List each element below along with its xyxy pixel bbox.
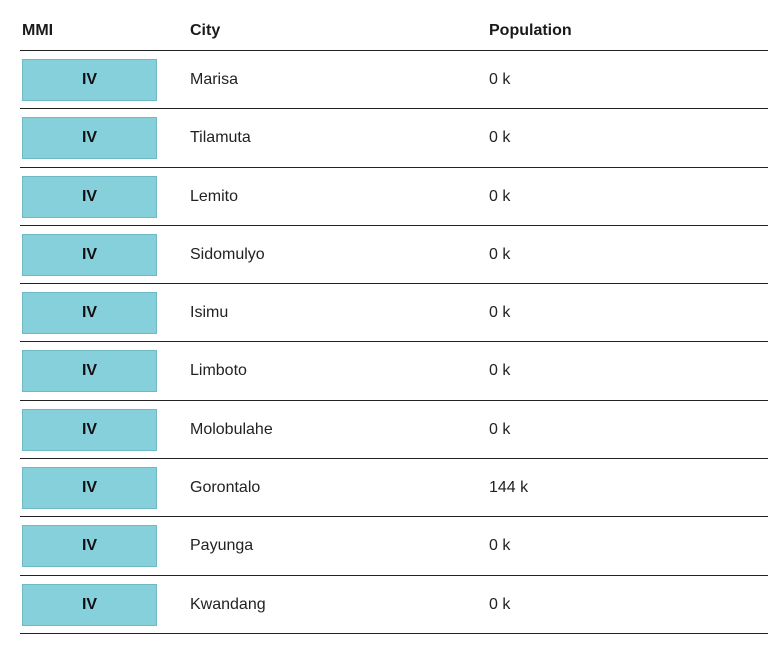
- mmi-badge: IV: [22, 292, 157, 335]
- table-header: MMI City Population: [20, 12, 768, 51]
- mmi-badge: IV: [22, 117, 157, 160]
- table-row: IV Payunga 0 k: [20, 517, 768, 576]
- table-row: IV Limboto 0 k: [20, 342, 768, 401]
- city-name: Gorontalo: [190, 479, 261, 497]
- population-value: 0 k: [489, 129, 511, 147]
- table-row: IV Kwandang 0 k: [20, 576, 768, 634]
- mmi-badge: IV: [22, 175, 157, 218]
- mmi-badge: IV: [22, 350, 157, 393]
- mmi-badge: IV: [22, 467, 157, 510]
- city-name: Kwandang: [190, 595, 266, 613]
- population-value: 0 k: [489, 537, 511, 555]
- mmi-badge: IV: [22, 583, 157, 626]
- city-name: Tilamuta: [190, 129, 251, 147]
- population-value: 0 k: [489, 187, 511, 205]
- mmi-badge: IV: [22, 525, 157, 568]
- table-row: IV Marisa 0 k: [20, 51, 768, 110]
- table-body: IV Marisa 0 k IV Tilamuta 0 k IV Lemito …: [20, 51, 768, 634]
- mmi-badge: IV: [22, 59, 157, 101]
- table-row: IV Isimu 0 k: [20, 284, 768, 343]
- city-name: Limboto: [190, 362, 247, 380]
- table-row: IV Gorontalo 144 k: [20, 459, 768, 518]
- city-name: Sidomulyo: [190, 245, 265, 263]
- city-name: Isimu: [190, 304, 229, 322]
- mmi-badge: IV: [22, 408, 157, 451]
- population-value: 0 k: [489, 304, 511, 322]
- mmi-badge: IV: [22, 233, 157, 276]
- table-row: IV Tilamuta 0 k: [20, 109, 768, 168]
- population-value: 144 k: [489, 479, 529, 497]
- population-value: 0 k: [489, 71, 511, 88]
- header-mmi[interactable]: MMI: [22, 22, 54, 39]
- city-name: Lemito: [190, 187, 239, 205]
- table-row: IV Lemito 0 k: [20, 168, 768, 226]
- population-value: 0 k: [489, 245, 511, 263]
- city-name: Payunga: [190, 537, 254, 555]
- population-value: 0 k: [489, 362, 511, 380]
- city-name: Molobulahe: [190, 420, 273, 438]
- population-value: 0 k: [489, 420, 511, 438]
- header-population[interactable]: Population: [489, 22, 572, 39]
- header-city[interactable]: City: [190, 22, 221, 39]
- table-row: IV Molobulahe 0 k: [20, 401, 768, 460]
- city-name: Marisa: [190, 71, 239, 88]
- table-row: IV Sidomulyo 0 k: [20, 226, 768, 285]
- population-value: 0 k: [489, 595, 511, 613]
